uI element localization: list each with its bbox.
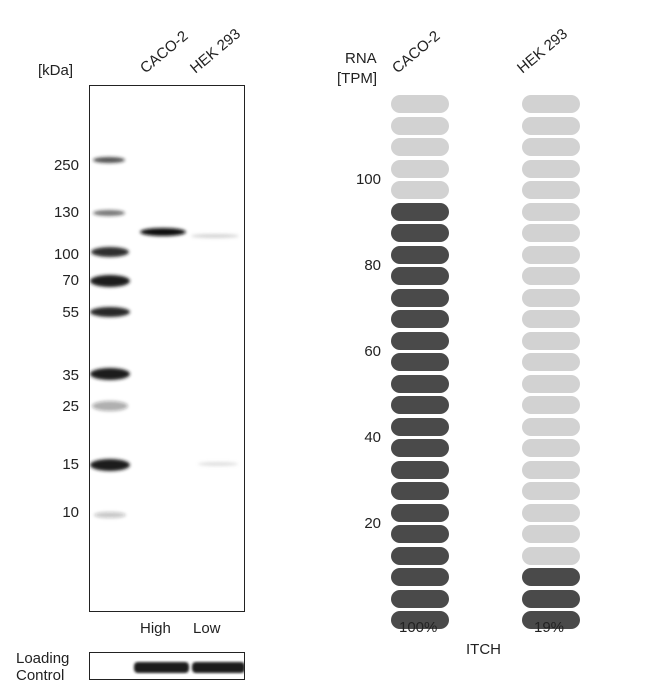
rna-pill-hek293-4 xyxy=(522,546,580,565)
blot-bands xyxy=(90,157,239,518)
marker-10: 10 xyxy=(62,504,79,521)
rna-ytick-40: 40 xyxy=(364,429,381,446)
rna-pill-caco2-5 xyxy=(391,525,449,543)
rna-pill-hek293-17 xyxy=(522,267,580,285)
ladder-band-250 xyxy=(93,157,125,163)
ladder-band-35 xyxy=(90,368,130,380)
ladder-band-10 xyxy=(94,512,126,518)
level-low: Low xyxy=(193,620,221,637)
loading-control-image xyxy=(89,652,245,680)
rna-pill-hek293-7 xyxy=(522,482,580,500)
rna-pill-caco2-22 xyxy=(391,159,449,178)
rna-pill-hek293-16 xyxy=(522,288,580,307)
rna-pill-caco2-19 xyxy=(391,224,449,242)
marker-25: 25 xyxy=(62,398,79,415)
rna-pill-hek293-9 xyxy=(522,439,580,457)
rna-pill-caco2-6 xyxy=(391,503,449,522)
rna-pill-hek293-15 xyxy=(522,310,580,328)
loading-control-label-line1: Loading xyxy=(16,650,70,667)
rna-pill-caco2-16 xyxy=(391,288,449,307)
rna-pill-caco2-18 xyxy=(391,245,449,264)
rna-pill-caco2-1 xyxy=(391,611,449,629)
western-blot-image xyxy=(89,85,245,612)
ladder-band-130 xyxy=(93,210,125,216)
rna-ytick-80: 80 xyxy=(364,257,381,274)
rna-column-label-hek293: HEK 293 xyxy=(514,25,571,77)
rna-pill-caco2-11 xyxy=(391,396,449,414)
rna-pill-hek293-20 xyxy=(522,202,580,221)
rna-ytick-20: 20 xyxy=(364,515,381,532)
ladder-band-15 xyxy=(90,459,130,471)
rna-pill-caco2-8 xyxy=(391,460,449,479)
rna-pill-hek293-8 xyxy=(522,460,580,479)
rna-pill-caco2-14 xyxy=(391,331,449,350)
rna-pill-caco2-4 xyxy=(391,546,449,565)
marker-15: 15 xyxy=(62,456,79,473)
ladder-band-55 xyxy=(90,307,130,317)
rna-column-label-caco2: CACO-2 xyxy=(389,27,444,77)
rna-axis-label-line2: [TPM] xyxy=(337,70,377,87)
band-hek293-low-faint xyxy=(198,462,238,466)
ladder-band-100 xyxy=(91,247,129,257)
rna-pill-caco2-21 xyxy=(391,181,449,199)
loading-band-hek293 xyxy=(192,662,244,673)
loading-control-bands xyxy=(134,662,244,673)
rna-pill-hek293-3 xyxy=(522,568,580,586)
loading-control-label-line2: Control xyxy=(16,667,65,684)
rna-pill-caco2-17 xyxy=(391,267,449,285)
rna-pill-hek293-13 xyxy=(522,353,580,371)
rna-pill-hek293-12 xyxy=(522,374,580,393)
lane-label-hek293: HEK 293 xyxy=(187,25,244,77)
rna-pill-hek293-2 xyxy=(522,589,580,608)
rna-pill-hek293-23 xyxy=(522,138,580,156)
rna-ytick-60: 60 xyxy=(364,343,381,360)
lane-label-caco2: CACO-2 xyxy=(137,27,192,77)
loading-band-caco2 xyxy=(134,662,189,673)
rna-pill-caco2-25 xyxy=(391,95,449,113)
band-caco2-itch xyxy=(140,228,186,236)
rna-ytick-100: 100 xyxy=(355,171,381,188)
rna-pill-hek293-18 xyxy=(522,245,580,264)
marker-250: 250 xyxy=(53,157,79,174)
rna-pill-caco2-2 xyxy=(391,589,449,608)
rna-pill-hek293-22 xyxy=(522,159,580,178)
rna-axis-label-line1: RNA xyxy=(345,50,377,67)
rna-pill-caco2-3 xyxy=(391,568,449,586)
rna-pill-caco2-24 xyxy=(391,116,449,135)
ladder-band-25 xyxy=(92,401,128,411)
band-hek293-faint xyxy=(191,234,239,238)
rna-pill-hek293-1 xyxy=(522,611,580,629)
rna-pill-caco2-9 xyxy=(391,439,449,457)
gene-name: ITCH xyxy=(466,641,501,658)
marker-130: 130 xyxy=(53,204,79,221)
marker-35: 35 xyxy=(62,367,79,384)
rna-pill-caco2-20 xyxy=(391,202,449,221)
rna-pill-hek293-25 xyxy=(522,95,580,113)
rna-pill-hek293-5 xyxy=(522,525,580,543)
rna-pill-caco2-15 xyxy=(391,310,449,328)
rna-pill-hek293-19 xyxy=(522,224,580,242)
rna-percent-hek293: 19% xyxy=(534,619,565,636)
rna-pill-hek293-14 xyxy=(522,331,580,350)
kda-unit-label: [kDa] xyxy=(38,62,74,79)
rna-pill-caco2-23 xyxy=(391,138,449,156)
rna-pill-caco2-7 xyxy=(391,482,449,500)
rna-pill-caco2-10 xyxy=(391,417,449,436)
ladder-band-70 xyxy=(90,275,130,287)
level-high: High xyxy=(140,620,171,637)
rna-pill-hek293-21 xyxy=(522,181,580,199)
marker-70: 70 xyxy=(62,272,79,289)
rna-pill-caco2-13 xyxy=(391,353,449,371)
rna-pill-hek293-10 xyxy=(522,417,580,436)
rna-pill-caco2-12 xyxy=(391,374,449,393)
rna-pill-hek293-11 xyxy=(522,396,580,414)
marker-55: 55 xyxy=(62,304,79,321)
rna-pill-hek293-24 xyxy=(522,116,580,135)
rna-percent-caco2: 100% xyxy=(399,619,438,636)
rna-pill-hek293-6 xyxy=(522,503,580,522)
marker-100: 100 xyxy=(53,246,79,263)
